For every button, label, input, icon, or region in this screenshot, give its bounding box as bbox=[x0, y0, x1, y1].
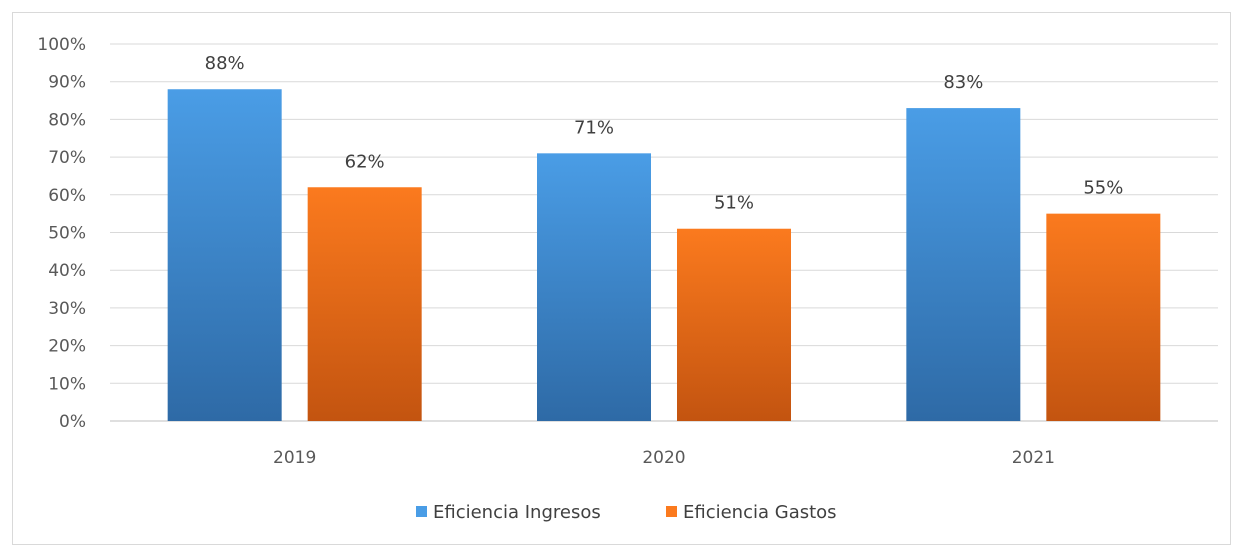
y-tick-label: 90% bbox=[48, 73, 86, 93]
legend-swatch bbox=[416, 506, 427, 517]
y-tick-label: 50% bbox=[48, 224, 86, 244]
y-tick-label: 100% bbox=[37, 35, 86, 55]
bar-eficiencia-gastos-2019 bbox=[307, 187, 422, 421]
y-tick-label: 10% bbox=[48, 374, 86, 394]
data-label: 51% bbox=[714, 193, 754, 214]
y-axis-ticks: 0% 10% 20% 30% 40% 50% 60% 70% 80% 90% 100% bbox=[37, 35, 86, 432]
legend-swatch bbox=[666, 506, 677, 517]
data-label: 88% bbox=[205, 53, 245, 74]
bar-eficiencia-ingresos-2020 bbox=[537, 153, 651, 421]
x-axis-ticks: 2019 2020 2021 bbox=[273, 448, 1055, 468]
y-tick-label: 0% bbox=[59, 412, 86, 432]
bar-eficiencia-ingresos-2019 bbox=[167, 89, 282, 422]
data-labels: 88% 62% 71% 51% 83% 55% bbox=[205, 53, 1124, 213]
data-label: 55% bbox=[1083, 178, 1123, 199]
y-tick-label: 40% bbox=[48, 261, 86, 281]
bar-eficiencia-gastos-2020 bbox=[677, 228, 791, 421]
y-tick-label: 80% bbox=[48, 110, 86, 130]
y-tick-label: 60% bbox=[48, 186, 86, 206]
x-tick-label: 2021 bbox=[1012, 448, 1055, 468]
legend: Eficiencia Ingresos Eficiencia Gastos bbox=[416, 502, 837, 523]
gridlines bbox=[110, 43, 1218, 422]
data-label: 62% bbox=[345, 151, 385, 172]
data-label: 71% bbox=[574, 117, 614, 138]
bars bbox=[167, 89, 1161, 422]
bar-eficiencia-ingresos-2021 bbox=[906, 108, 1021, 421]
legend-label: Eficiencia Ingresos bbox=[433, 502, 601, 523]
y-tick-label: 30% bbox=[48, 299, 86, 319]
x-tick-label: 2019 bbox=[273, 448, 316, 468]
data-label: 83% bbox=[943, 72, 983, 93]
y-tick-label: 20% bbox=[48, 337, 86, 357]
legend-label: Eficiencia Gastos bbox=[683, 502, 837, 523]
y-tick-label: 70% bbox=[48, 148, 86, 168]
bar-eficiencia-gastos-2021 bbox=[1046, 213, 1161, 421]
x-tick-label: 2020 bbox=[642, 448, 685, 468]
